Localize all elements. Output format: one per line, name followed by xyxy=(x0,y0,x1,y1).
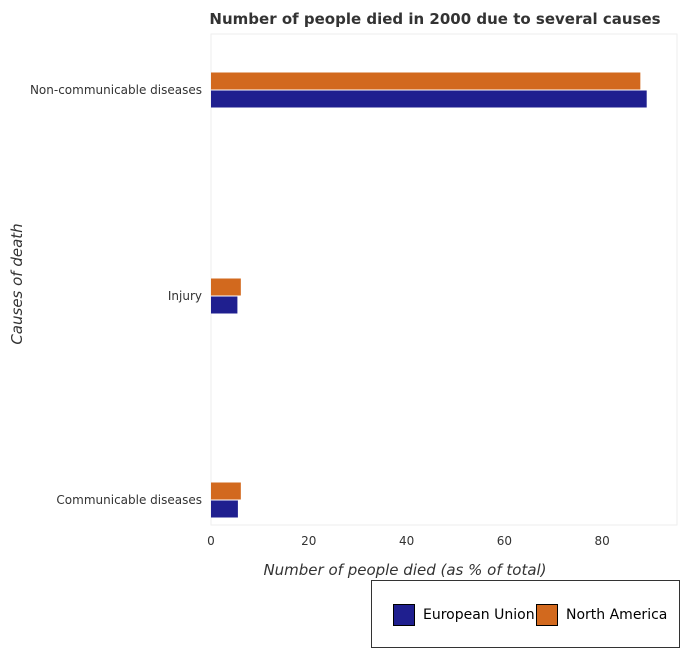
bar-european-union-communicable-diseases xyxy=(211,500,238,518)
bar-european-union-non-communicable-diseases xyxy=(211,90,647,108)
bar-north-america-communicable-diseases xyxy=(211,482,241,500)
x-tick-labels: 0 20 40 60 80 xyxy=(207,534,610,548)
bar-north-america-injury xyxy=(211,278,241,296)
bar-north-america-non-communicable-diseases xyxy=(211,72,641,90)
legend-item-north-america: North America xyxy=(536,604,667,626)
x-axis-title: Number of people died (as % of total) xyxy=(263,561,546,579)
x-tick-label: 0 xyxy=(207,534,215,548)
legend-item-european-union: European Union xyxy=(393,604,535,626)
y-tick-labels: Communicable diseases Injury Non-communica… xyxy=(30,83,202,507)
legend-swatch-north-america xyxy=(536,604,558,626)
legend-swatch-european-union xyxy=(393,604,415,626)
y-tick-label: Non-communicable diseases xyxy=(30,83,202,97)
y-tick-label: Communicable diseases xyxy=(56,493,202,507)
plot-area xyxy=(210,33,678,526)
x-tick-label: 40 xyxy=(399,534,414,548)
x-tick-label: 20 xyxy=(301,534,316,548)
legend-label-north-america: North America xyxy=(566,607,668,623)
legend-label-european-union: European Union xyxy=(423,607,535,623)
x-tick-label: 60 xyxy=(497,534,512,548)
legend: European Union North America xyxy=(371,580,680,648)
bars-group xyxy=(211,72,647,518)
x-tick-label: 80 xyxy=(595,534,610,548)
chart-title: Number of people died in 2000 due to sev… xyxy=(209,10,660,28)
y-axis-title: Causes of death xyxy=(8,223,26,344)
bar-european-union-injury xyxy=(211,296,238,314)
y-tick-label: Injury xyxy=(168,289,202,303)
